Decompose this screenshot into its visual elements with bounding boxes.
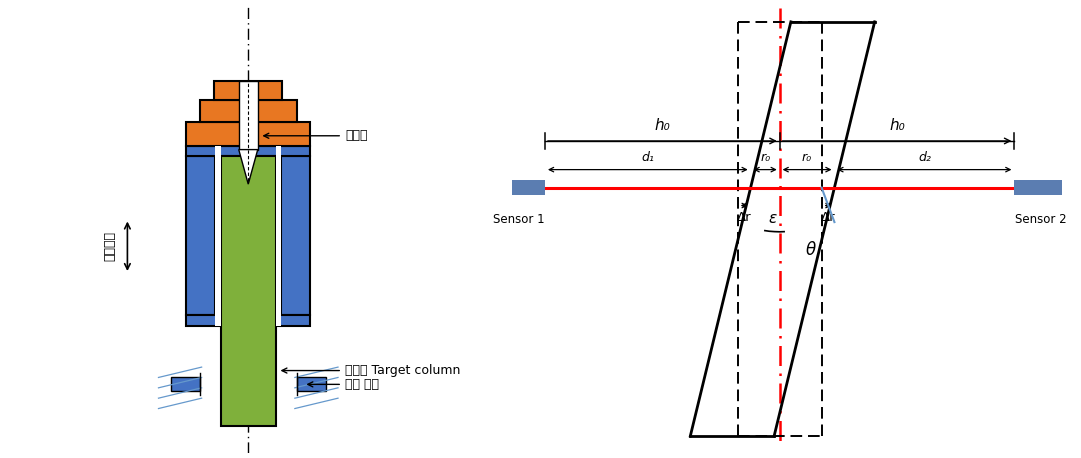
Text: r₀: r₀ xyxy=(802,152,812,164)
Bar xyxy=(276,146,281,326)
Bar xyxy=(186,157,215,315)
Text: ε: ε xyxy=(769,211,777,226)
Text: Δr: Δr xyxy=(737,212,751,224)
Text: Sensor 2: Sensor 2 xyxy=(1015,213,1067,226)
Text: h₀: h₀ xyxy=(890,118,905,133)
Bar xyxy=(215,146,221,326)
Text: d₁: d₁ xyxy=(641,152,654,164)
Text: θ: θ xyxy=(805,241,815,259)
Bar xyxy=(200,99,296,122)
Bar xyxy=(171,377,200,391)
Bar xyxy=(239,81,257,150)
Bar xyxy=(186,146,310,157)
Text: 운동방향: 운동방향 xyxy=(104,231,117,261)
Text: Δr: Δr xyxy=(820,212,836,224)
Text: 측정용 Target column: 측정용 Target column xyxy=(282,364,461,377)
Bar xyxy=(214,81,282,99)
Bar xyxy=(281,157,310,315)
FancyBboxPatch shape xyxy=(1014,180,1062,195)
Bar xyxy=(221,157,276,426)
Bar xyxy=(186,122,310,146)
Text: h₀: h₀ xyxy=(654,118,670,133)
Bar xyxy=(296,377,326,391)
Polygon shape xyxy=(239,150,257,184)
Text: r₀: r₀ xyxy=(760,152,771,164)
Text: d₂: d₂ xyxy=(918,152,931,164)
Text: 피스톤: 피스톤 xyxy=(264,129,368,142)
Bar xyxy=(186,315,310,326)
FancyBboxPatch shape xyxy=(497,180,545,195)
Text: Sensor 1: Sensor 1 xyxy=(493,213,545,226)
Text: 측정 센서: 측정 센서 xyxy=(308,378,379,391)
